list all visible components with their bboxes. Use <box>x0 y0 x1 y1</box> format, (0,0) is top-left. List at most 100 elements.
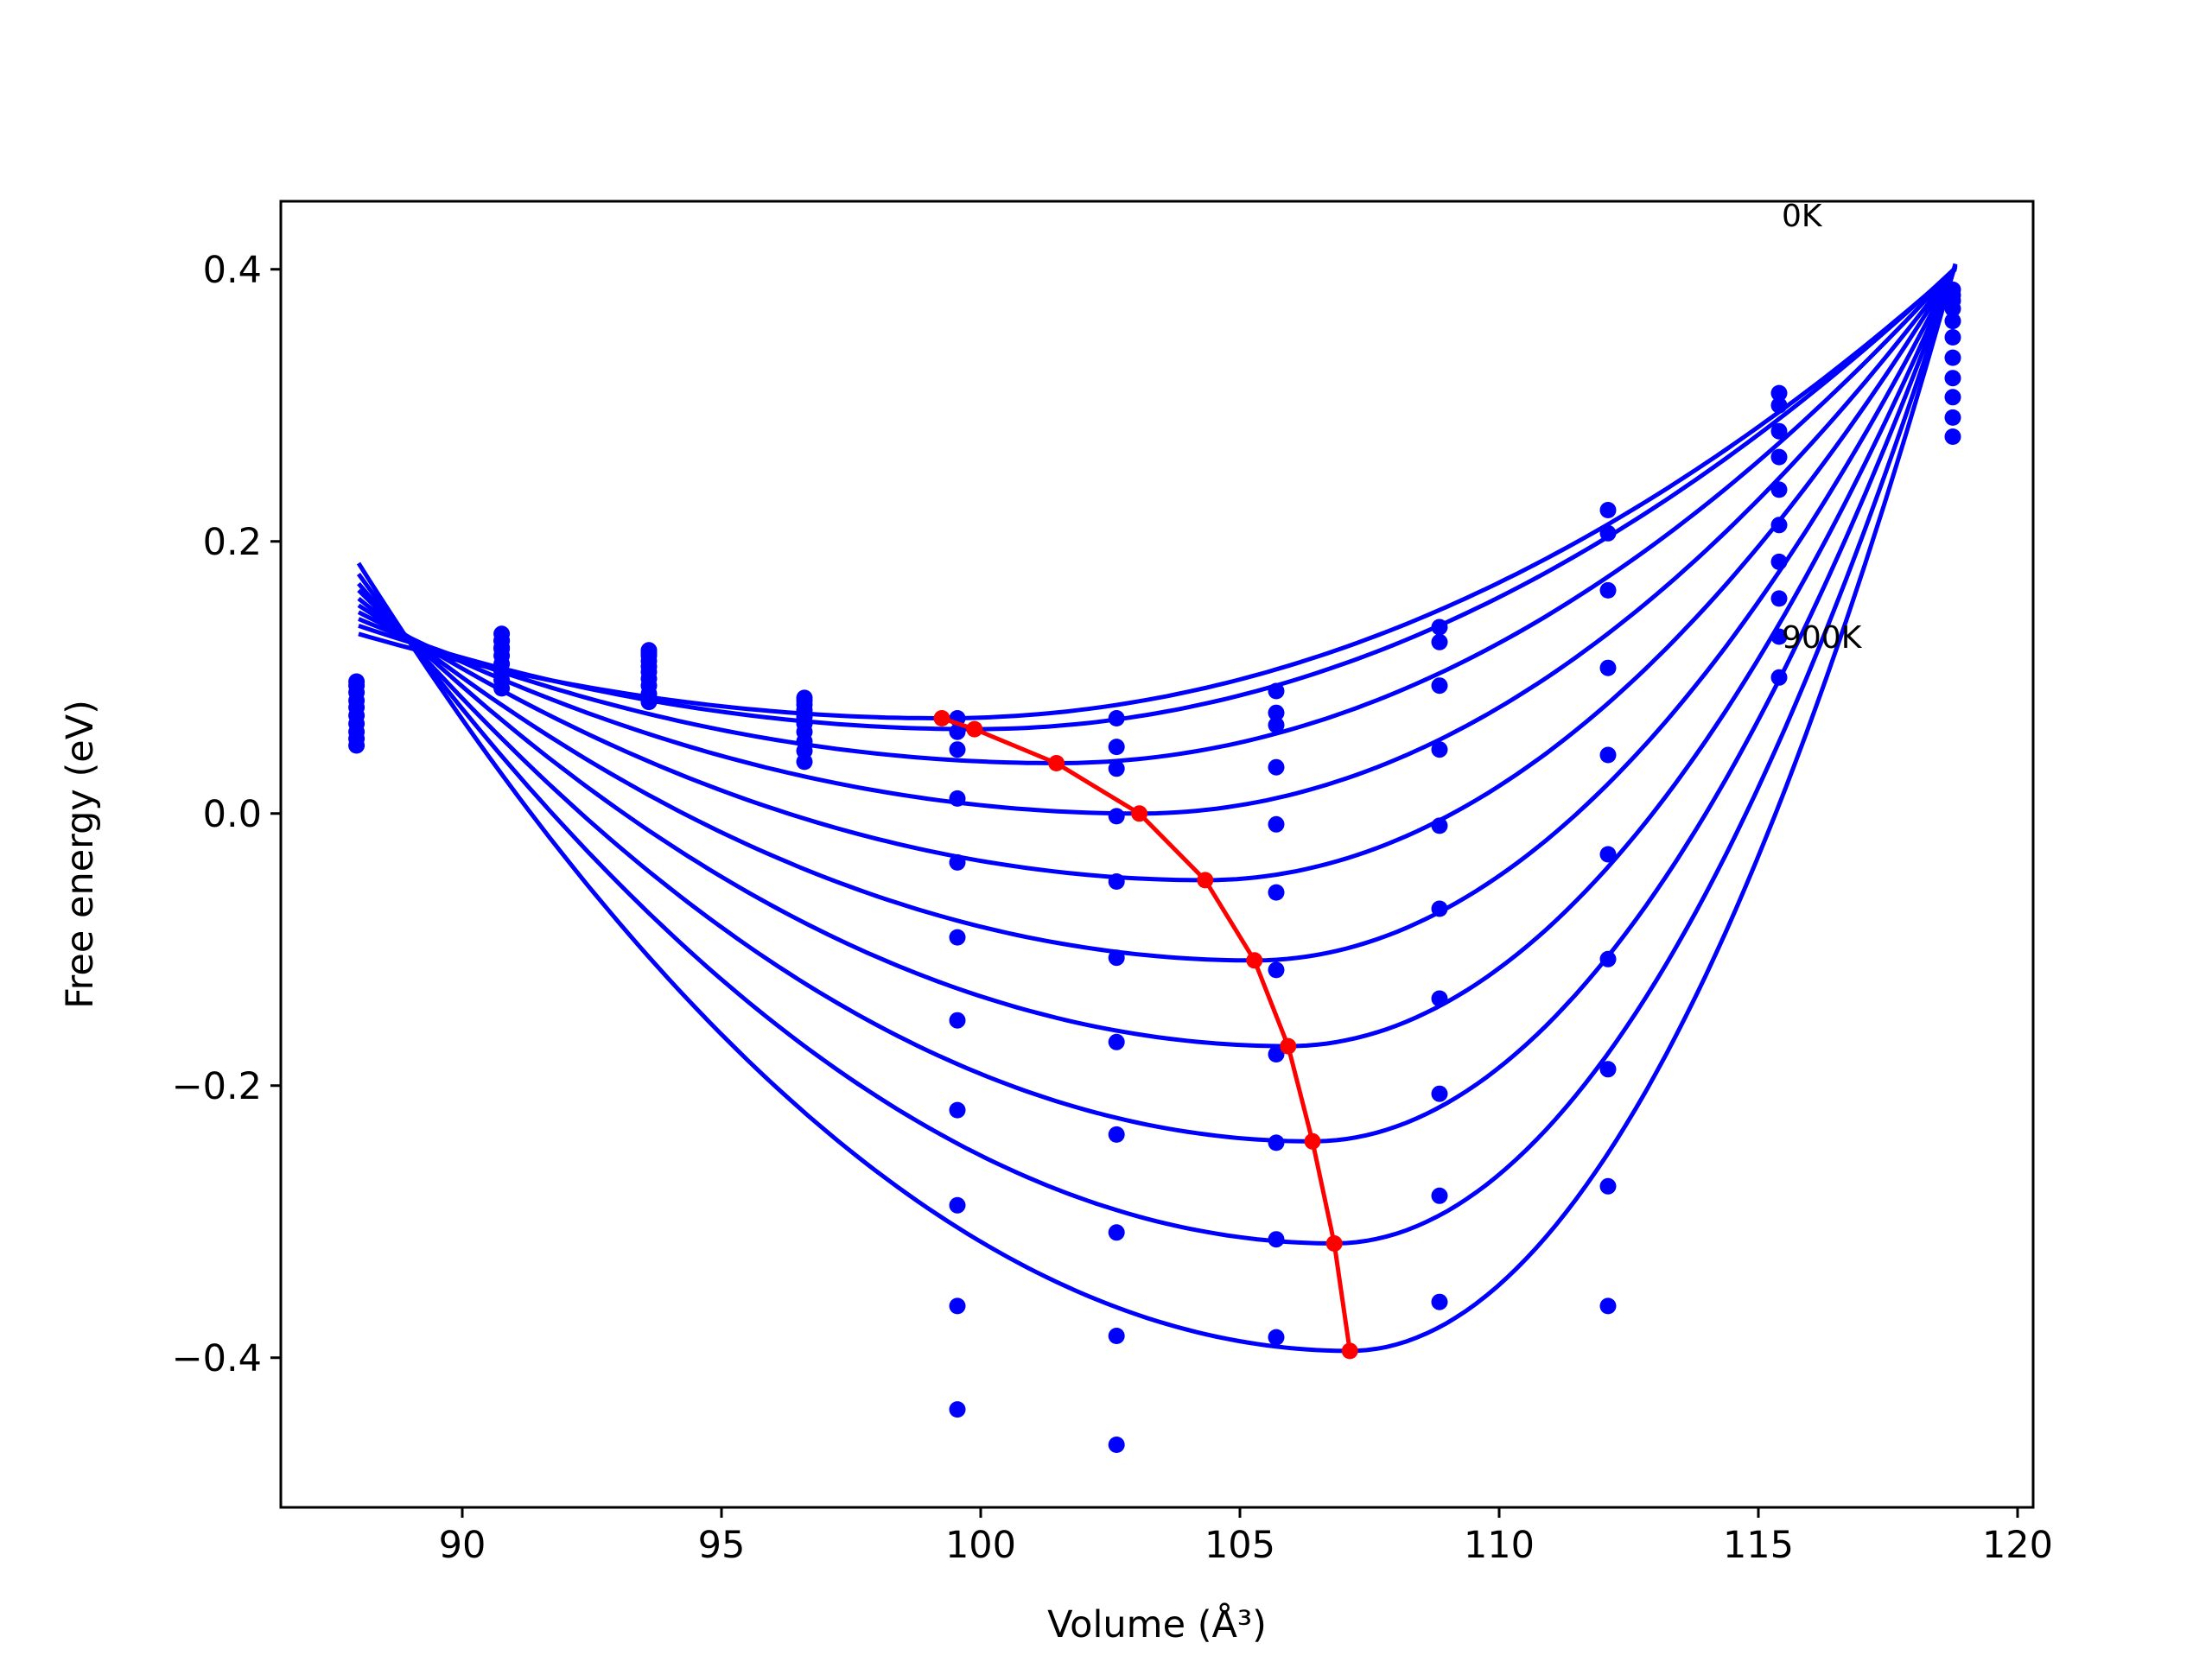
fit-curve <box>357 265 1958 963</box>
x-tick-label: 110 <box>1464 1524 1535 1567</box>
axes-frame <box>279 200 2035 1509</box>
data-point <box>949 1101 966 1119</box>
data-point <box>1944 300 1961 317</box>
data-point <box>949 1196 966 1214</box>
data-point <box>1770 553 1788 570</box>
data-point <box>1108 1224 1125 1241</box>
temperature-annotation: 900K <box>1782 620 1863 656</box>
minimum-point <box>1325 1235 1343 1252</box>
data-point <box>1944 349 1961 366</box>
data-point <box>1599 746 1617 764</box>
data-point <box>1431 1187 1448 1204</box>
data-point <box>1108 1437 1125 1453</box>
fit-curve <box>357 264 1958 1144</box>
data-point <box>949 723 966 740</box>
data-point <box>1108 1126 1125 1143</box>
data-point <box>1268 1329 1285 1346</box>
data-point <box>1268 682 1285 700</box>
data-point <box>1431 618 1448 636</box>
data-point <box>1599 659 1617 676</box>
data-point <box>1431 900 1448 917</box>
data-point <box>949 853 966 871</box>
data-point <box>1108 949 1125 967</box>
data-point <box>949 929 966 946</box>
x-tick-label: 90 <box>439 1524 486 1567</box>
data-point <box>1268 961 1285 979</box>
data-point <box>1599 581 1617 599</box>
data-point <box>1599 846 1617 863</box>
data-point <box>1268 704 1285 721</box>
data-point <box>949 790 966 807</box>
data-point <box>1431 633 1448 650</box>
y-tick-label: 0.4 <box>203 249 262 292</box>
annotations-layer: 0K 900K <box>1782 199 1863 656</box>
minimum-point <box>1246 952 1263 969</box>
data-point <box>1944 370 1961 387</box>
data-point <box>1108 739 1125 756</box>
minimum-point <box>933 710 950 726</box>
data-point <box>1770 396 1788 414</box>
data-point <box>1431 990 1448 1007</box>
data-point <box>493 680 511 697</box>
y-tick-label: −0.2 <box>172 1065 262 1108</box>
data-points-layer <box>348 281 1961 1453</box>
data-point <box>1770 669 1788 686</box>
data-point <box>1944 329 1961 346</box>
data-point <box>1268 1231 1285 1248</box>
data-point <box>1268 1046 1285 1063</box>
data-point <box>1770 422 1788 440</box>
data-point <box>1599 950 1617 967</box>
data-point <box>1268 758 1285 776</box>
data-point <box>348 737 365 754</box>
fit-curve <box>356 264 1958 1246</box>
data-point <box>1944 313 1961 330</box>
data-point <box>1268 1134 1285 1151</box>
minimum-point <box>1197 872 1214 889</box>
data-point <box>1108 1033 1125 1050</box>
data-point <box>1108 710 1125 726</box>
data-point <box>1770 481 1788 498</box>
data-point <box>796 753 813 771</box>
data-point <box>1431 1085 1448 1102</box>
x-tick-label: 120 <box>1982 1524 2053 1567</box>
minimum-point <box>1304 1132 1321 1150</box>
x-tick-label: 115 <box>1723 1524 1794 1567</box>
data-point <box>1770 590 1788 607</box>
fit-curves-layer <box>356 263 1958 1354</box>
data-point <box>640 694 658 711</box>
fit-curve <box>356 263 1958 1354</box>
x-tick-label: 100 <box>945 1524 1016 1567</box>
ticks-layer: 90 95 100 105 110 115 120 −0.4 −0.2 0.0 0.2 0.4 <box>172 249 2053 1567</box>
minimum-point <box>1048 755 1065 771</box>
x-tick-label: 95 <box>698 1524 746 1567</box>
x-tick-label: 105 <box>1205 1524 1275 1567</box>
data-point <box>949 1012 966 1029</box>
minimum-point <box>1131 805 1148 822</box>
data-point <box>949 1297 966 1315</box>
data-point <box>1431 677 1448 695</box>
data-point <box>1599 1061 1617 1078</box>
data-point <box>1431 741 1448 758</box>
data-point <box>1599 524 1617 542</box>
y-tick-label: −0.4 <box>172 1337 262 1380</box>
y-tick-label: 0.2 <box>203 521 262 564</box>
data-point <box>1108 808 1125 825</box>
data-point <box>1431 1293 1448 1310</box>
fit-curve <box>357 265 1958 883</box>
minimum-point <box>966 720 983 738</box>
data-point <box>1770 517 1788 534</box>
data-point <box>1108 1328 1125 1344</box>
data-point <box>1770 448 1788 466</box>
data-point <box>1108 760 1125 777</box>
fit-curve <box>358 267 1957 720</box>
y-axis-label: Free energy (eV) <box>59 700 102 1009</box>
temperature-annotation: 0K <box>1782 199 1823 234</box>
x-axis-label: Volume (Å³) <box>1047 1602 1267 1646</box>
data-point <box>1268 815 1285 833</box>
data-point <box>1944 428 1961 445</box>
data-point <box>1599 1297 1617 1315</box>
minimum-path-layer <box>933 710 1358 1360</box>
data-point <box>1770 384 1788 402</box>
